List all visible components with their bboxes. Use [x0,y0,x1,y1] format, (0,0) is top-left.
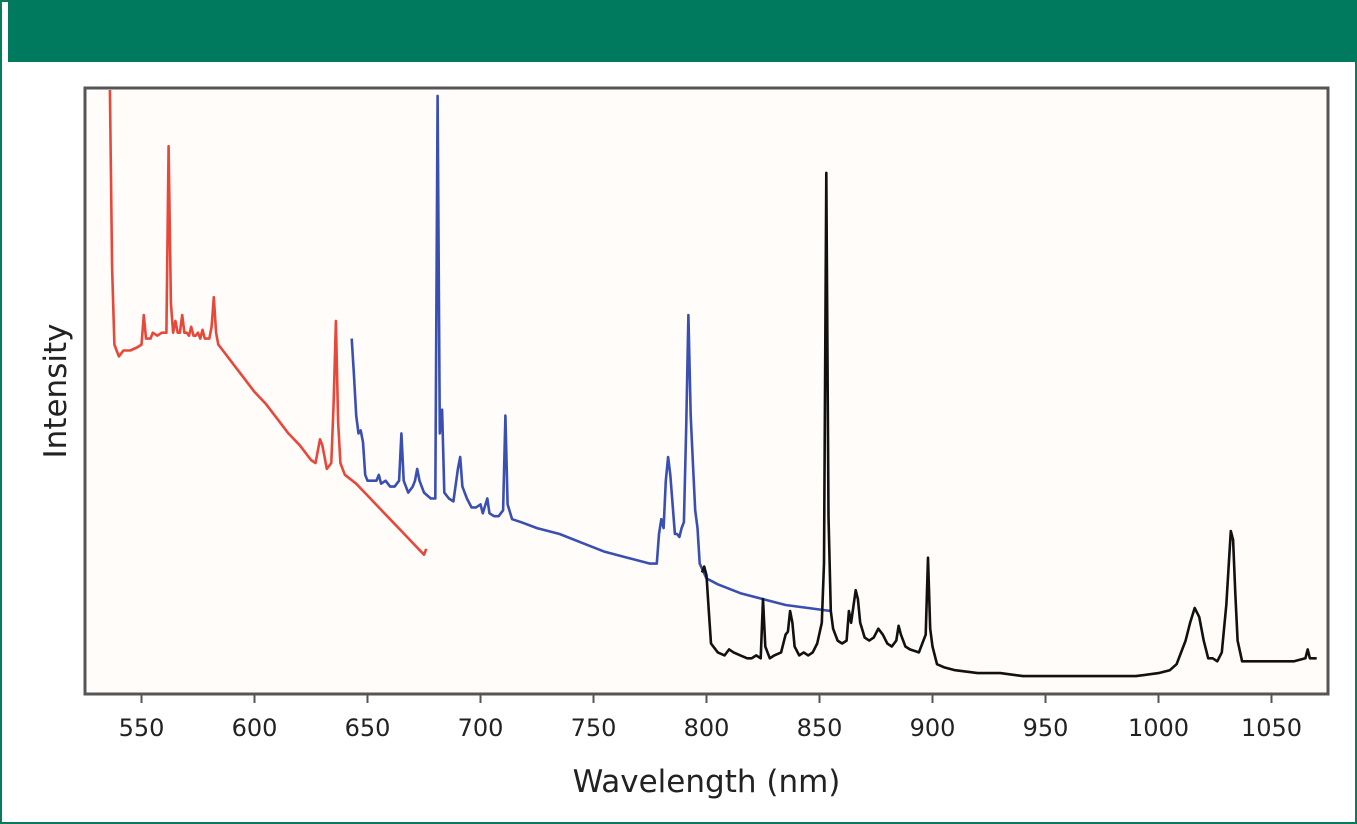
x-axis-ticks: 550 600 650 700 750 800 850 900 950 1000 1050 [119,694,1302,742]
x-tick-label: 750 [571,714,617,742]
plot-area [83,86,1330,696]
x-tick-label: 950 [1023,714,1069,742]
x-tick-label: 650 [345,714,391,742]
x-tick-label: 700 [458,714,504,742]
x-tick-label: 1050 [1241,714,1302,742]
x-axis-title: Wavelength (nm) [573,764,841,800]
x-tick-label: 600 [232,714,278,742]
x-tick-label: 850 [797,714,843,742]
spectrum-line-3 [700,171,1317,678]
y-axis-title: Intensity [38,324,74,459]
x-tick-label: 1000 [1128,714,1189,742]
x-tick-label: 900 [910,714,956,742]
spectrum-line-1 [108,89,428,556]
series-layer [108,89,1317,678]
spectrum-line-2 [350,94,831,613]
header-bar [8,0,1357,62]
x-tick-label: 550 [119,714,165,742]
x-tick-label: 800 [684,714,730,742]
